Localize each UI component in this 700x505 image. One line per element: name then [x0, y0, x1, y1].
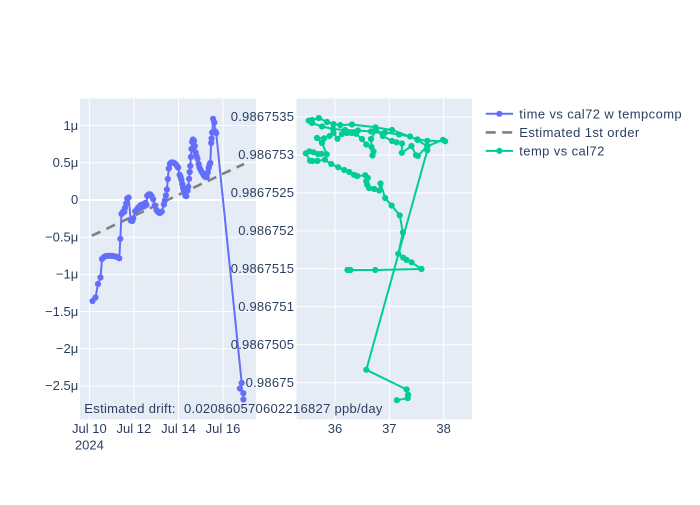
svg-text:0.9867525: 0.9867525	[231, 185, 294, 200]
svg-text:−0.5μ: −0.5μ	[45, 229, 78, 244]
svg-text:0.9867505: 0.9867505	[231, 337, 294, 352]
svg-text:0.5μ: 0.5μ	[53, 155, 79, 170]
svg-text:Estimated drift:: Estimated drift:	[84, 401, 176, 416]
svg-text:0.986751: 0.986751	[238, 299, 294, 314]
svg-text:2024: 2024	[75, 438, 104, 453]
svg-text:0.98675: 0.98675	[246, 375, 295, 390]
svg-text:temp vs cal72: temp vs cal72	[519, 144, 604, 159]
svg-text:−1μ: −1μ	[56, 267, 78, 282]
svg-text:37: 37	[382, 421, 396, 436]
svg-text:Jul 12: Jul 12	[117, 421, 152, 436]
svg-text:Jul 16: Jul 16	[206, 421, 241, 436]
svg-text:0.986752: 0.986752	[238, 223, 294, 238]
svg-text:Jul 10: Jul 10	[72, 421, 107, 436]
svg-text:38: 38	[436, 421, 450, 436]
svg-text:−2μ: −2μ	[56, 341, 78, 356]
svg-text:0.9867515: 0.9867515	[231, 261, 294, 276]
svg-text:−2.5μ: −2.5μ	[45, 378, 78, 393]
svg-text:time vs cal72 w tempcomp: time vs cal72 w tempcomp	[519, 106, 682, 121]
svg-text:0.986753: 0.986753	[238, 147, 294, 162]
svg-text:0.020860570602216827 ppb/day: 0.020860570602216827 ppb/day	[184, 401, 383, 416]
svg-text:−1.5μ: −1.5μ	[45, 304, 78, 319]
svg-text:Jul 14: Jul 14	[161, 421, 196, 436]
svg-text:1μ: 1μ	[63, 118, 78, 133]
svg-text:0.9867535: 0.9867535	[231, 109, 294, 124]
svg-text:0: 0	[71, 192, 78, 207]
svg-text:Estimated 1st order: Estimated 1st order	[519, 125, 640, 140]
svg-text:36: 36	[328, 421, 342, 436]
